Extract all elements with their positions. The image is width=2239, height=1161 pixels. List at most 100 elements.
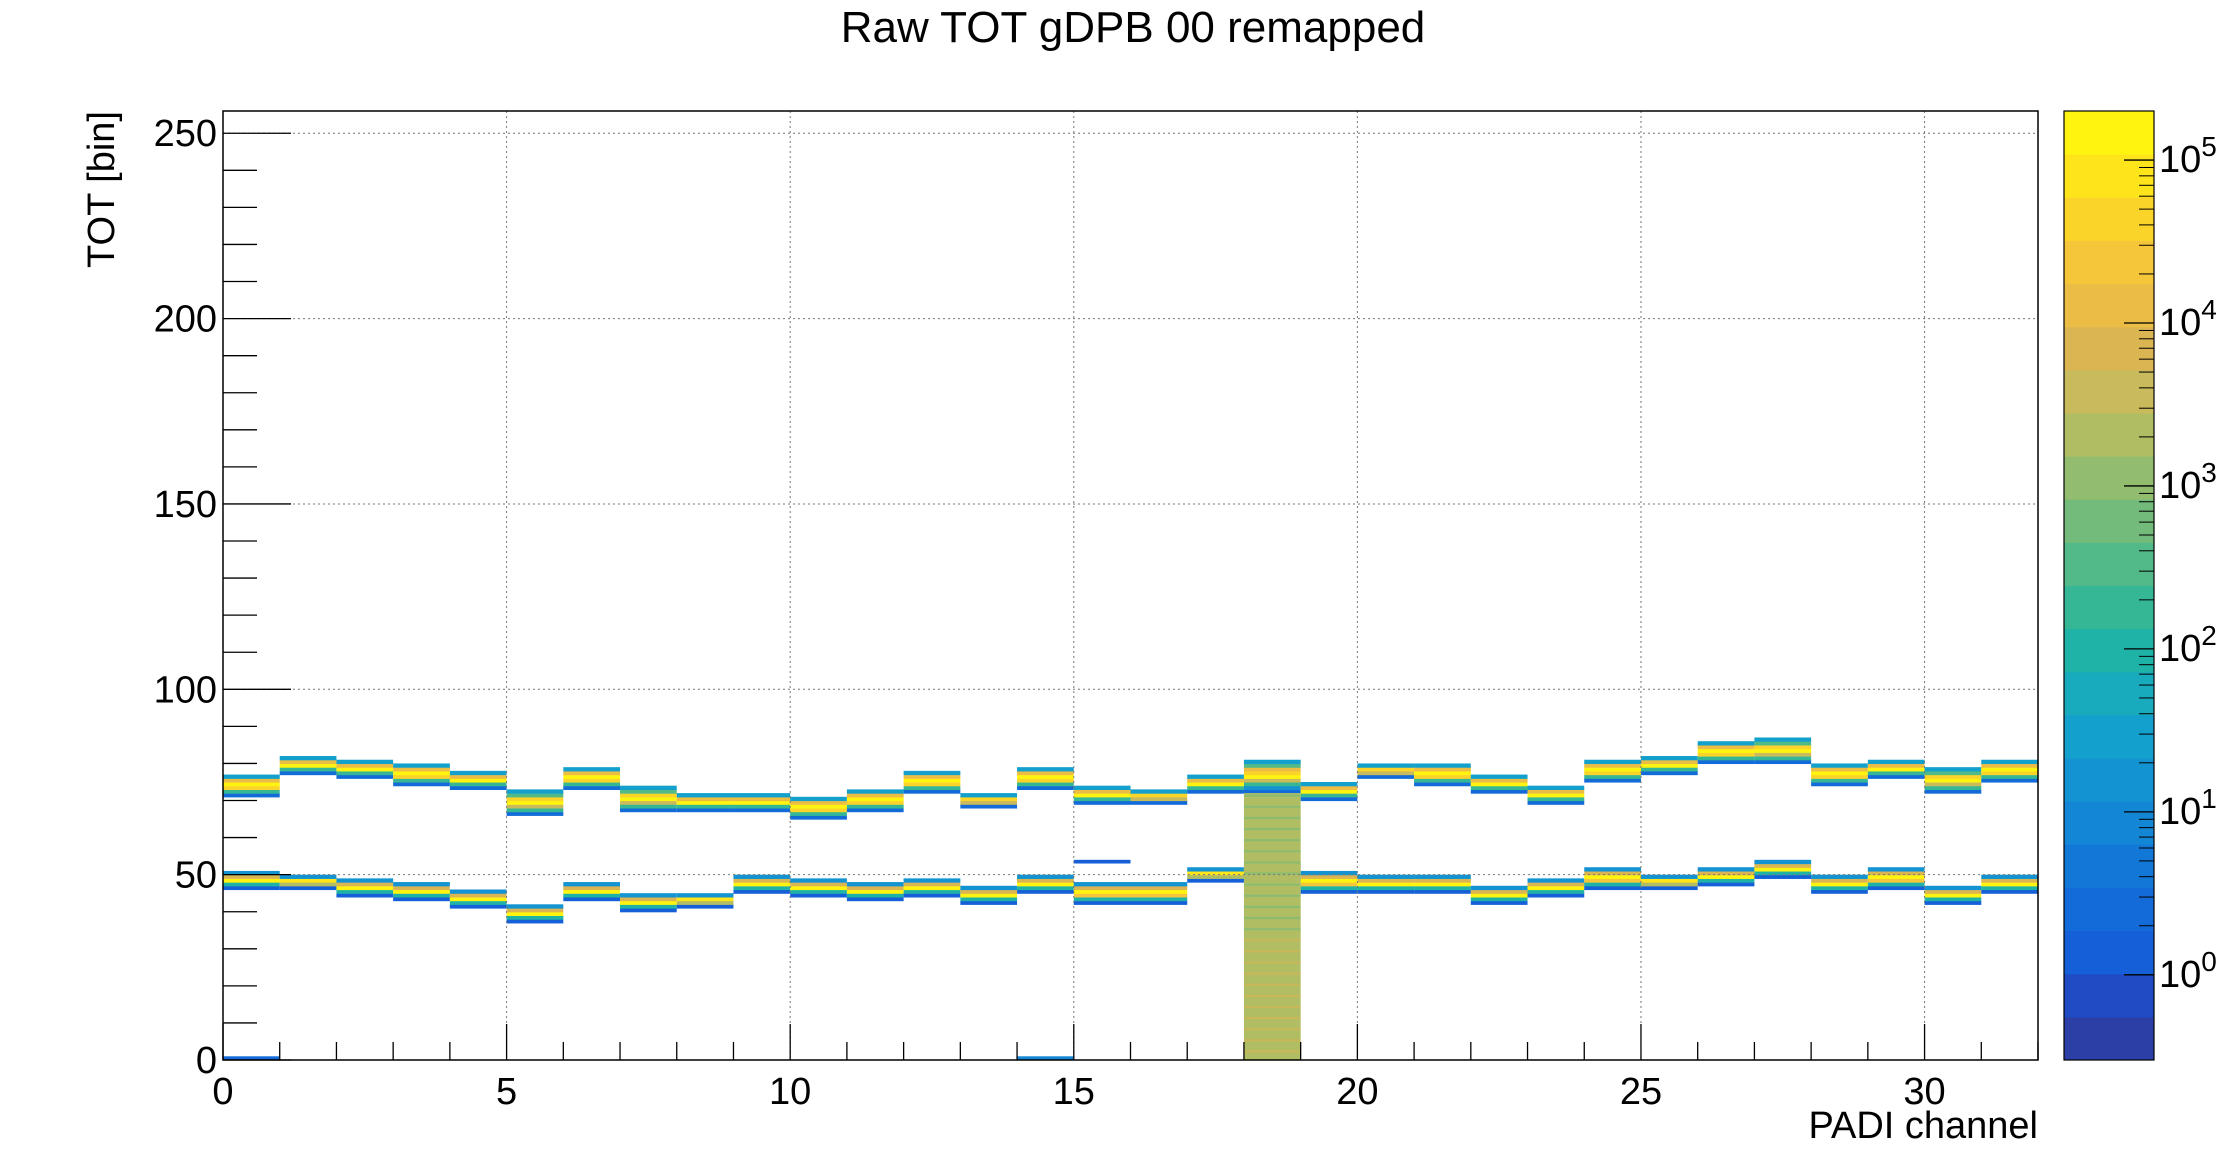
heatmap-cell-upper [393, 778, 450, 783]
color-scale-swatch [2064, 973, 2154, 1018]
heatmap-cell-upper [563, 774, 621, 779]
heatmap-cell-upper [1867, 763, 1925, 768]
heatmap-cell-upper [1640, 770, 1698, 776]
heatmap-cell-lower [790, 893, 847, 898]
heatmap-cell-upper [1584, 774, 1641, 779]
heatmap-cell-upper [393, 774, 450, 779]
heatmap-cell-lower [1300, 882, 1358, 887]
heatmap-cell-lower [620, 900, 677, 905]
heatmap-cell-lower [279, 878, 337, 883]
heatmap-cell-upper [1130, 796, 1188, 802]
heatmap-cell-lower [733, 889, 791, 894]
heatmap-cell-upper [903, 785, 961, 790]
heatmap-cell-extra [1243, 850, 1301, 853]
heatmap-cell-upper [1243, 767, 1301, 772]
heatmap-cell-lower [1130, 900, 1188, 905]
color-scale-bar [2064, 111, 2154, 1061]
heatmap-cell-upper [1414, 774, 1471, 779]
heatmap-cell-lower [1414, 889, 1471, 894]
heatmap-cell-lower [846, 882, 904, 887]
heatmap-cell-lower [1470, 893, 1528, 898]
heatmap-cell-lower [506, 908, 564, 913]
heatmap-cell-lower [1640, 885, 1698, 891]
heatmap-cell-upper [846, 800, 904, 805]
heatmap-cell-upper [846, 796, 904, 802]
heatmap-cell-lower [1867, 870, 1925, 876]
heatmap-cell-lower [1924, 885, 1982, 891]
heatmap-cell-upper [1017, 767, 1074, 772]
heatmap-cell-lower [1527, 889, 1585, 894]
heatmap-cell-upper [1017, 770, 1074, 776]
heatmap-cell-upper [790, 815, 847, 820]
heatmap-cell-upper [223, 778, 280, 783]
color-scale-frame [2063, 110, 2155, 1061]
heatmap-cell-extra [1243, 805, 1301, 808]
heatmap-cell-upper [563, 767, 621, 772]
heatmap-cell-upper [1130, 800, 1188, 805]
heatmap-cell-upper [790, 800, 847, 805]
heatmap-cell-upper [846, 804, 904, 809]
heatmap-cell-upper [279, 756, 337, 761]
heatmap-cell-upper [620, 793, 677, 798]
heatmap-cell-lower [1640, 874, 1698, 879]
color-scale-tick-label: 103 [2159, 457, 2217, 507]
heatmap-cell-lower [223, 882, 280, 887]
heatmap-cell-upper [1811, 767, 1868, 772]
grid-lines [223, 111, 2038, 1060]
heatmap-cell-lower [279, 885, 337, 891]
heatmap-cell-upper [1357, 774, 1415, 779]
heatmap-cell-lower [1584, 885, 1641, 891]
heatmap-cell-lower [903, 889, 961, 894]
heatmap-cell-upper [1017, 781, 1074, 787]
heatmap-cell-upper [1754, 741, 1812, 746]
color-scale-swatch [2064, 887, 2154, 932]
heatmap-cell-upper [676, 796, 734, 802]
heatmap-cell-upper [563, 778, 621, 783]
heatmap-cell-upper [449, 781, 507, 787]
heatmap-cell-upper [1470, 778, 1528, 783]
heatmap-cell-lower [1924, 893, 1982, 898]
heatmap-cell-upper [506, 796, 564, 802]
heatmap-cell-lower [1470, 896, 1528, 902]
heatmap-cell-upper [1527, 793, 1585, 798]
heatmap-cell-lower [1017, 889, 1074, 894]
heatmap-cell-lower [563, 893, 621, 898]
heatmap-cell-lower [449, 896, 507, 902]
heatmap-cell-upper [1414, 763, 1471, 768]
heatmap-cell-upper [1357, 767, 1415, 772]
color-scale-swatch [2064, 585, 2154, 630]
heatmap-cell-lower [506, 911, 564, 917]
heatmap-cell-extra [1243, 928, 1301, 931]
heatmap-cell-upper [1017, 785, 1074, 790]
heatmap-cell-lower [1867, 885, 1925, 891]
color-scale-swatch [2064, 412, 2154, 457]
heatmap-cell-lower [676, 893, 734, 898]
heatmap-cell-upper [279, 767, 337, 772]
heatmap-cell-lower [960, 885, 1018, 891]
heatmap-cell-upper [960, 796, 1018, 802]
heatmap-cell-lower [449, 904, 507, 909]
heatmap-cell-upper [1924, 778, 1982, 783]
heatmap-cell-lower [1130, 896, 1188, 902]
heatmap-cell-lower [620, 896, 677, 902]
heatmap-cell-upper [279, 759, 337, 765]
heatmap-cell-lower [393, 893, 450, 898]
heatmap-cell-upper [279, 763, 337, 768]
heatmap-cell-lower [1357, 882, 1415, 887]
y-axis-ticks: 0 50 100 150 200 250 [154, 113, 291, 1082]
color-scale-tick-label: 101 [2159, 783, 2217, 833]
heatmap-cell-upper [1697, 741, 1755, 746]
heatmap-cell-lower [1130, 893, 1188, 898]
heatmap-cell-lower [676, 904, 734, 909]
heatmap-cell-upper [223, 785, 280, 790]
heatmap-cell-upper [1811, 774, 1868, 779]
heatmap-cell-lower [223, 878, 280, 883]
heatmap-cell-upper [1584, 759, 1641, 765]
heatmap-cell-lower [676, 900, 734, 905]
heatmap-cell-lower [1584, 878, 1641, 883]
heatmap-cell-upper [1811, 770, 1868, 776]
x-tick-label: 30 [1903, 1071, 1945, 1113]
color-scale-swatch [2064, 758, 2154, 802]
heatmap-cell-upper [506, 793, 564, 798]
heatmap-cell-lower [903, 882, 961, 887]
